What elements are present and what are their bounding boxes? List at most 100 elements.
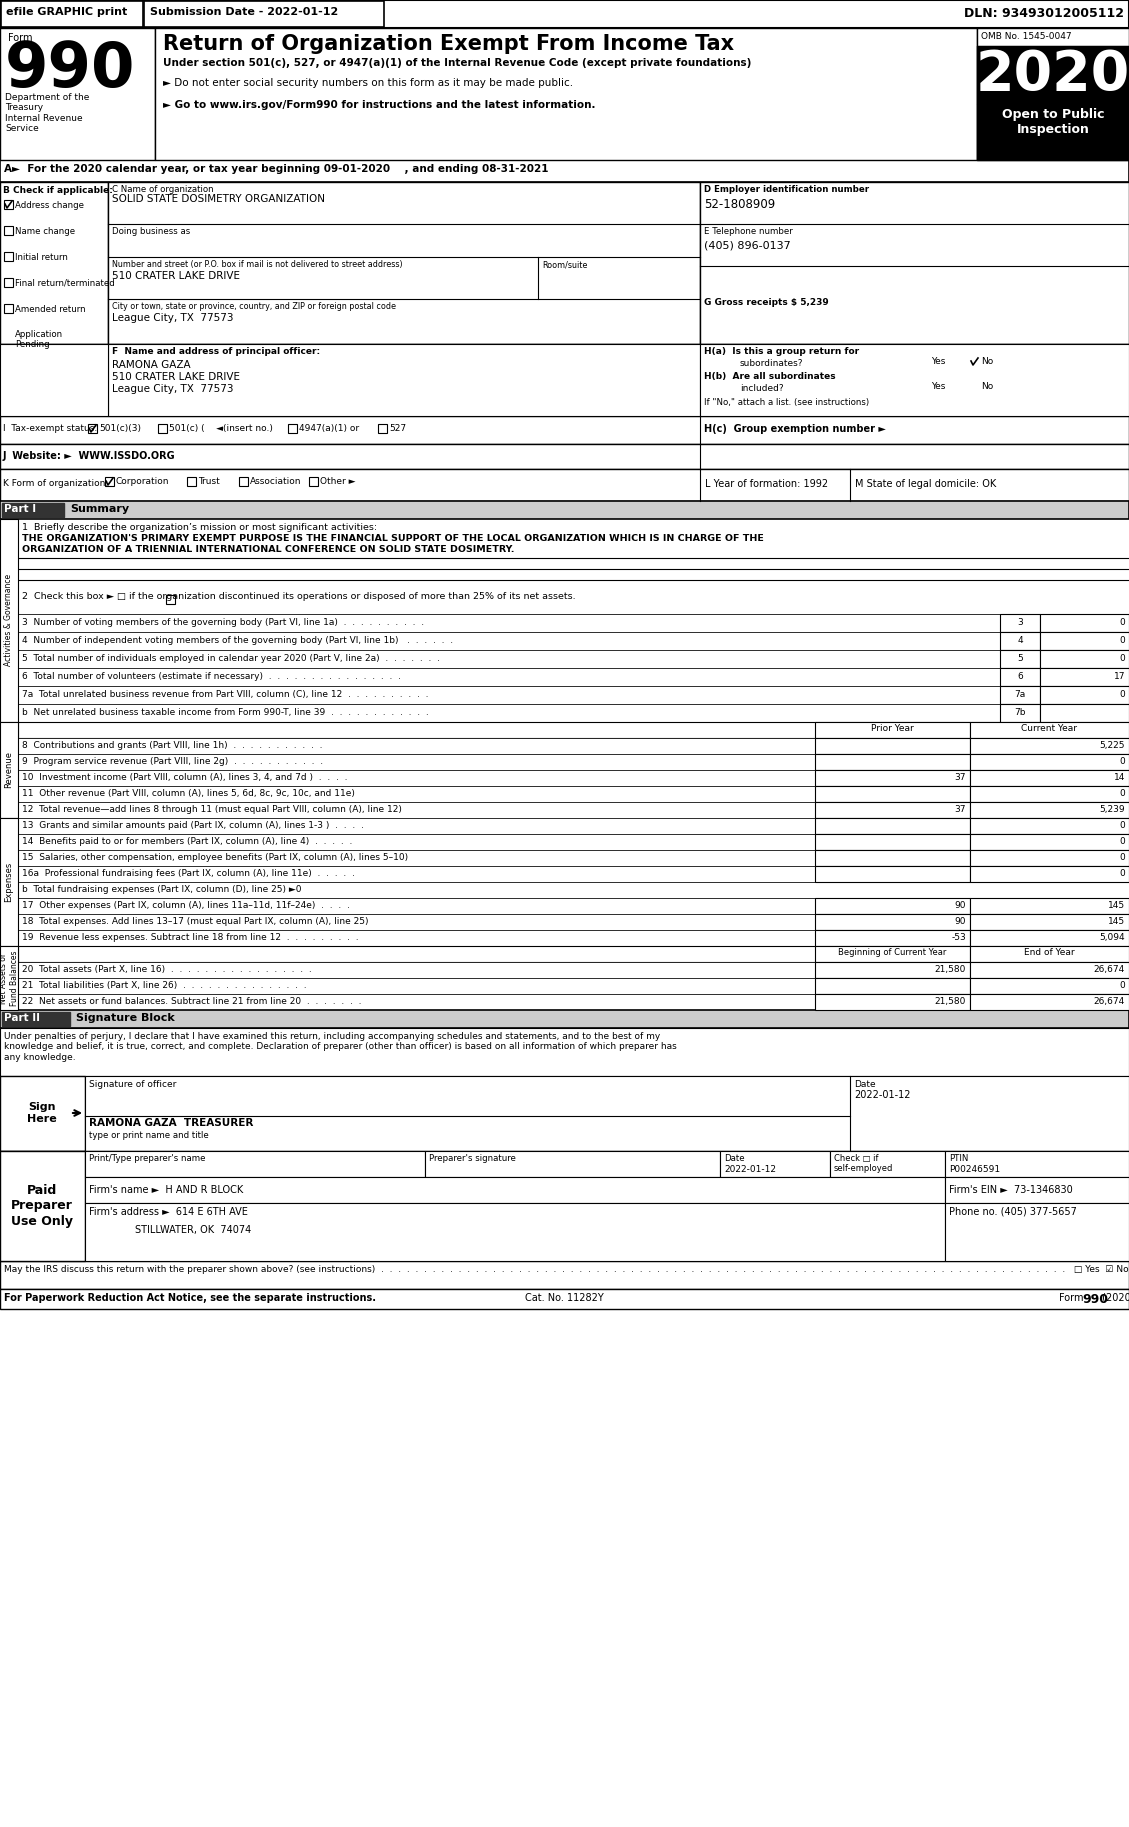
- Text: Association: Association: [250, 477, 301, 486]
- Bar: [815, 755, 970, 769]
- Bar: [18, 614, 1129, 632]
- Text: Initial return: Initial return: [15, 252, 68, 261]
- Bar: [970, 755, 1129, 769]
- Bar: [815, 899, 970, 914]
- Text: Part I: Part I: [5, 504, 36, 513]
- Bar: [970, 356, 979, 365]
- Text: Check □ if
self-employed: Check □ if self-employed: [834, 1155, 893, 1173]
- Text: L Year of formation: 1992: L Year of formation: 1992: [704, 479, 829, 490]
- Bar: [18, 994, 1129, 1010]
- Text: included?: included?: [739, 384, 784, 393]
- Bar: [815, 994, 970, 1010]
- Text: Signature Block: Signature Block: [76, 1012, 175, 1023]
- Bar: [187, 477, 196, 486]
- Bar: [85, 1202, 945, 1261]
- Text: OMB No. 1545-0047: OMB No. 1545-0047: [981, 33, 1071, 40]
- Bar: [5, 303, 14, 312]
- Text: 21  Total liabilities (Part X, line 26)  .  .  .  .  .  .  .  .  .  .  .  .  .  : 21 Total liabilities (Part X, line 26) .…: [21, 981, 307, 990]
- Bar: [970, 866, 1129, 882]
- Bar: [945, 1177, 1129, 1202]
- Text: 5,225: 5,225: [1100, 742, 1124, 751]
- Bar: [309, 477, 318, 486]
- Text: Submission Date - 2022-01-12: Submission Date - 2022-01-12: [150, 7, 339, 16]
- Bar: [815, 833, 970, 850]
- Text: 4  Number of independent voting members of the governing body (Part VI, line 1b): 4 Number of independent voting members o…: [21, 636, 453, 645]
- Bar: [970, 833, 1129, 850]
- Bar: [0, 1290, 1129, 1308]
- Text: 510 CRATER LAKE DRIVE: 510 CRATER LAKE DRIVE: [112, 373, 240, 382]
- Text: 0: 0: [1119, 870, 1124, 879]
- Text: No: No: [981, 356, 994, 365]
- Text: May the IRS discuss this return with the preparer shown above? (see instructions: May the IRS discuss this return with the…: [5, 1264, 1129, 1273]
- Bar: [85, 1151, 425, 1177]
- Text: No: No: [981, 382, 994, 391]
- Bar: [18, 833, 1129, 850]
- Bar: [830, 1151, 945, 1177]
- Bar: [815, 977, 970, 994]
- Bar: [18, 519, 1129, 614]
- Bar: [18, 977, 1129, 994]
- Bar: [18, 669, 1129, 685]
- Bar: [0, 343, 1129, 417]
- Bar: [1040, 669, 1129, 685]
- Text: 21,580: 21,580: [935, 965, 966, 974]
- Bar: [0, 343, 108, 417]
- Text: If "No," attach a list. (see instructions): If "No," attach a list. (see instruction…: [704, 398, 869, 407]
- Bar: [166, 596, 175, 605]
- Text: 145: 145: [1108, 917, 1124, 926]
- Text: (2020): (2020): [1099, 1294, 1129, 1303]
- Text: Preparer's signature: Preparer's signature: [429, 1155, 516, 1164]
- Bar: [239, 477, 248, 486]
- Text: Final return/terminated: Final return/terminated: [15, 280, 115, 289]
- Text: Cat. No. 11282Y: Cat. No. 11282Y: [525, 1294, 603, 1303]
- Text: Yes: Yes: [931, 382, 945, 391]
- Bar: [88, 424, 97, 433]
- Bar: [2, 1012, 70, 1027]
- Bar: [0, 470, 1129, 501]
- Bar: [970, 382, 979, 391]
- Text: ORGANIZATION OF A TRIENNIAL INTERNATIONAL CONFERENCE ON SOLID STATE DOSIMETRY.: ORGANIZATION OF A TRIENNIAL INTERNATIONA…: [21, 544, 515, 554]
- Text: Activities & Governance: Activities & Governance: [5, 574, 14, 667]
- Bar: [0, 1151, 1129, 1261]
- Text: League City, TX  77573: League City, TX 77573: [112, 384, 234, 395]
- Text: 6: 6: [1017, 672, 1023, 681]
- Text: 18  Total expenses. Add lines 13–17 (must equal Part IX, column (A), line 25): 18 Total expenses. Add lines 13–17 (must…: [21, 917, 368, 926]
- Text: Date: Date: [724, 1155, 745, 1164]
- Text: J  Website: ►  WWW.ISSDO.ORG: J Website: ► WWW.ISSDO.ORG: [3, 451, 176, 460]
- Text: 14  Benefits paid to or for members (Part IX, column (A), line 4)  .  .  .  .  .: 14 Benefits paid to or for members (Part…: [21, 837, 352, 846]
- Bar: [0, 183, 108, 343]
- Text: 0: 0: [1119, 837, 1124, 846]
- Text: Return of Organization Exempt From Income Tax: Return of Organization Exempt From Incom…: [163, 35, 734, 55]
- Bar: [970, 738, 1129, 755]
- Text: 0: 0: [1119, 691, 1124, 700]
- Text: RAMONA GAZA: RAMONA GAZA: [112, 360, 191, 371]
- Text: b  Total fundraising expenses (Part IX, column (D), line 25) ►0: b Total fundraising expenses (Part IX, c…: [21, 884, 301, 893]
- Text: Sign
Here: Sign Here: [27, 1102, 56, 1124]
- Text: 14: 14: [1113, 773, 1124, 782]
- Bar: [288, 424, 297, 433]
- Text: Corporation: Corporation: [116, 477, 169, 486]
- Text: 12  Total revenue—add lines 8 through 11 (must equal Part VIII, column (A), line: 12 Total revenue—add lines 8 through 11 …: [21, 806, 402, 815]
- Bar: [5, 252, 14, 261]
- Text: 1  Briefly describe the organization’s mission or most significant activities:: 1 Briefly describe the organization’s mi…: [21, 523, 377, 532]
- Bar: [85, 1177, 945, 1202]
- Bar: [872, 1156, 881, 1166]
- Bar: [970, 946, 1129, 963]
- Bar: [0, 1151, 85, 1261]
- Text: 6  Total number of volunteers (estimate if necessary)  .  .  .  .  .  .  .  .  .: 6 Total number of volunteers (estimate i…: [21, 672, 401, 681]
- Text: 90: 90: [954, 901, 966, 910]
- Bar: [815, 769, 970, 786]
- Text: Date: Date: [854, 1080, 876, 1089]
- Text: -53: -53: [952, 934, 966, 943]
- Text: Current Year: Current Year: [1021, 723, 1077, 733]
- Text: D Employer identification number: D Employer identification number: [704, 185, 869, 194]
- Bar: [5, 227, 14, 236]
- Bar: [0, 417, 1129, 444]
- Text: Phone no. (405) 377-5657: Phone no. (405) 377-5657: [949, 1208, 1077, 1217]
- Text: A►  For the 2020 calendar year, or tax year beginning 09-01-2020    , and ending: A► For the 2020 calendar year, or tax ye…: [5, 164, 549, 174]
- Text: 3  Number of voting members of the governing body (Part VI, line 1a)  .  .  .  .: 3 Number of voting members of the govern…: [21, 618, 425, 627]
- Text: b  Net unrelated business taxable income from Form 990-T, line 39  .  .  .  .  .: b Net unrelated business taxable income …: [21, 709, 429, 716]
- Bar: [720, 1151, 830, 1177]
- Bar: [5, 199, 14, 208]
- Bar: [425, 1151, 720, 1177]
